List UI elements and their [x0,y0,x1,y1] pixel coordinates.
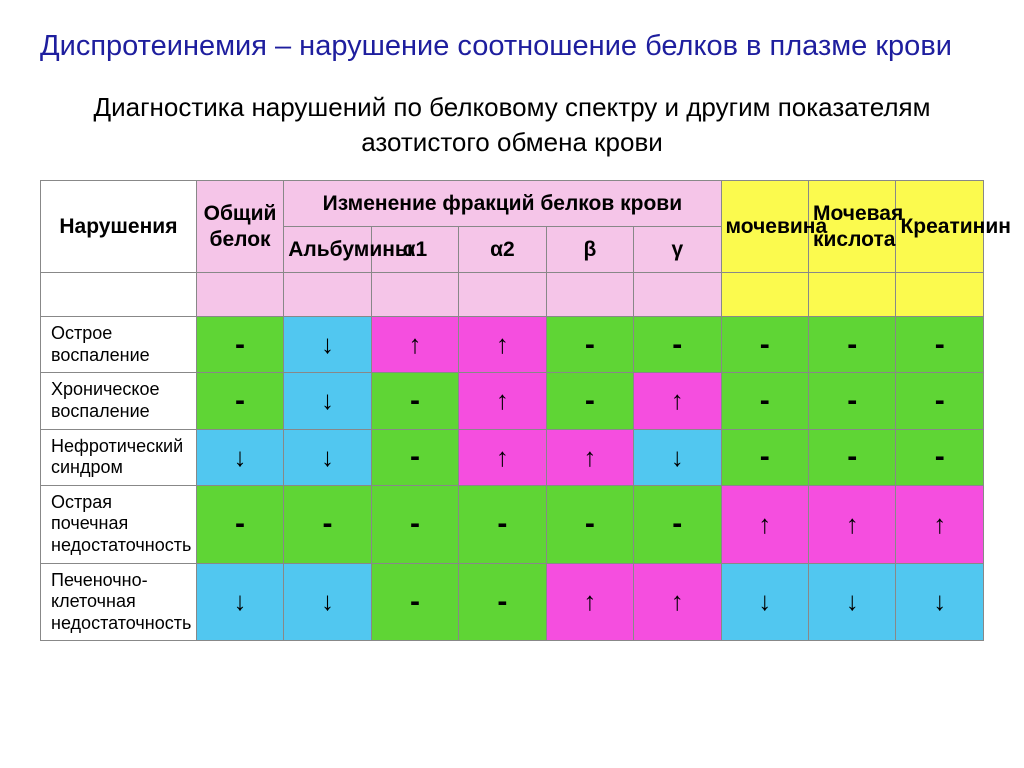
data-cell: ↑ [371,317,458,373]
data-cell: - [721,373,808,429]
data-cell: ↓ [721,563,808,641]
data-cell: - [196,373,283,429]
header-row-1: Нарушения Общий белок Изменение фракций … [41,180,984,226]
data-cell: ↑ [459,373,546,429]
data-cell: - [721,317,808,373]
data-cell: - [808,429,895,485]
data-cell: - [721,429,808,485]
data-cell: ↑ [459,317,546,373]
slide-title: Диспротеинемия – нарушение соотношение б… [40,28,984,66]
table-body: Острое воспаление-↓↑↑-----Хроническое во… [41,317,984,641]
hdr-a2: α2 [459,227,546,273]
data-cell: - [371,563,458,641]
row-label: Нефротический синдром [41,429,197,485]
data-cell: - [896,373,984,429]
data-cell: ↑ [808,485,895,563]
data-cell: - [896,429,984,485]
diagnosis-table: Нарушения Общий белок Изменение фракций … [40,180,984,642]
table-row: Нефротический синдром↓↓-↑↑↓--- [41,429,984,485]
table-row: Острое воспаление-↓↑↑----- [41,317,984,373]
spacer-cell [196,273,283,317]
spacer-cell [721,273,808,317]
data-cell: ↑ [896,485,984,563]
spacer-cell [896,273,984,317]
spacer-cell [808,273,895,317]
data-cell: - [546,317,633,373]
data-cell: - [459,485,546,563]
hdr-mochevina: мочевина [721,180,808,272]
title-rest: – нарушение соотношение белков в плазме … [267,30,952,62]
data-cell: - [546,373,633,429]
hdr-beta: β [546,227,633,273]
data-cell: ↓ [196,563,283,641]
row-label: Печеночно-клеточная недостаточность [41,563,197,641]
data-cell: ↓ [284,563,371,641]
data-cell: ↑ [721,485,808,563]
data-cell: - [371,373,458,429]
data-cell: - [896,317,984,373]
hdr-obshiy-belok: Общий белок [196,180,283,272]
data-cell: - [459,563,546,641]
data-cell: - [808,317,895,373]
data-cell: - [196,317,283,373]
data-cell: - [284,485,371,563]
slide-subtitle: Диагностика нарушений по белковому спект… [40,90,984,160]
hdr-narushenia: Нарушения [41,180,197,272]
data-cell: ↑ [634,563,721,641]
title-emphasis: Диспротеинемия [40,30,267,62]
data-cell: - [196,485,283,563]
data-cell: ↑ [459,429,546,485]
table-row: Печеночно-клеточная недостаточность↓↓--↑… [41,563,984,641]
data-cell: ↓ [284,317,371,373]
data-cell: ↓ [284,429,371,485]
header-spacer-row [41,273,984,317]
table-row: Хроническое воспаление-↓-↑-↑--- [41,373,984,429]
data-cell: ↓ [284,373,371,429]
spacer-cell [546,273,633,317]
spacer-cell [459,273,546,317]
row-label: Острое воспаление [41,317,197,373]
data-cell: - [371,485,458,563]
spacer-cell [371,273,458,317]
data-cell: - [634,317,721,373]
data-cell: ↑ [546,563,633,641]
data-cell: - [546,485,633,563]
data-cell: - [808,373,895,429]
data-cell: ↓ [634,429,721,485]
data-cell: ↓ [808,563,895,641]
data-cell: ↓ [896,563,984,641]
table-row: Острая почечная недостаточность------↑↑↑ [41,485,984,563]
row-label: Острая почечная недостаточность [41,485,197,563]
data-cell: - [634,485,721,563]
row-label: Хроническое воспаление [41,373,197,429]
spacer-cell [41,273,197,317]
hdr-gamma: γ [634,227,721,273]
hdr-moch-kislota: Мочевая кислота [808,180,895,272]
data-cell: ↓ [196,429,283,485]
data-cell: ↑ [634,373,721,429]
spacer-cell [284,273,371,317]
hdr-kreatinin: Креатинин [896,180,984,272]
data-cell: - [371,429,458,485]
data-cell: ↑ [546,429,633,485]
spacer-cell [634,273,721,317]
hdr-izmenenie: Изменение фракций белков крови [284,180,721,226]
hdr-albuminy: Альбумины [284,227,371,273]
